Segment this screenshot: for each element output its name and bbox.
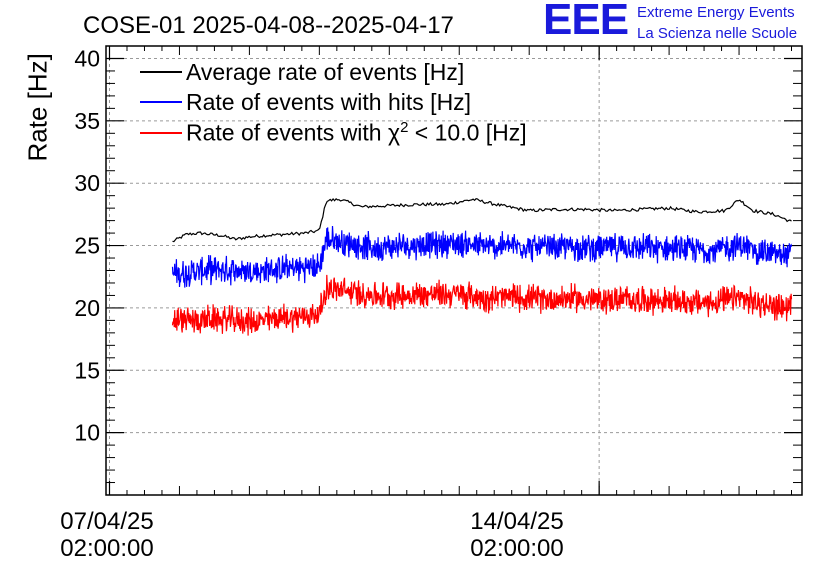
y-tick-label-4: 30 xyxy=(74,170,100,196)
x-tick-label-0-date: 07/04/25 xyxy=(60,508,154,535)
y-tick-label-0: 10 xyxy=(74,420,100,446)
chart-title: COSE-01 2025-04-08--2025-04-17 xyxy=(83,12,454,39)
series-layer xyxy=(171,197,793,336)
legend-swatch-average xyxy=(140,71,182,73)
series-line-2 xyxy=(171,274,793,336)
legend-label-average: Average rate of events [Hz] xyxy=(186,58,465,85)
x-tick-label-1-date: 14/04/25 xyxy=(470,508,564,535)
series-line-1 xyxy=(171,225,793,288)
legend-entry-chi2: Rate of events with χ2 < 10.0 [Hz] xyxy=(140,118,527,148)
x-tick-label-0: 07/04/25 02:00:00 xyxy=(27,508,187,562)
x-tick-label-1: 14/04/25 02:00:00 xyxy=(437,508,597,562)
series-line-0 xyxy=(172,197,792,243)
y-tick-label-1: 15 xyxy=(74,357,100,383)
legend-label-chi2-part2: < 10.0 [Hz] xyxy=(408,119,527,146)
y-tick-label-2: 20 xyxy=(74,295,100,321)
x-tick-label-1-time: 02:00:00 xyxy=(470,535,564,562)
legend-label-chi2-sup: 2 xyxy=(400,119,409,137)
y-axis-label: Rate [Hz] xyxy=(22,53,53,162)
y-tick-label-6: 40 xyxy=(74,45,100,71)
legend-swatch-chi2 xyxy=(140,132,182,134)
legend-label-chi2-part1: Rate of events with χ xyxy=(186,119,401,146)
axis-layer: 10 15 20 25 30 35 40 xyxy=(74,45,802,495)
legend-entry-average: Average rate of events [Hz] xyxy=(140,57,464,87)
legend-label-chi2: Rate of events with χ2 < 10.0 [Hz] xyxy=(186,119,527,147)
y-tick-label-5: 35 xyxy=(74,108,100,134)
logo-line-2: La Scienza nelle Scuole xyxy=(637,25,798,42)
legend-label-hits: Rate of events with hits [Hz] xyxy=(186,88,472,115)
y-tick-label-3: 25 xyxy=(74,233,100,259)
x-tick-label-0-time: 02:00:00 xyxy=(60,535,154,562)
eee-logo-mark: EEE xyxy=(543,0,629,44)
logo-line-1: Extreme Energy Events xyxy=(637,4,795,21)
legend-entry-hits: Rate of events with hits [Hz] xyxy=(140,87,471,117)
legend-swatch-hits xyxy=(140,101,182,103)
